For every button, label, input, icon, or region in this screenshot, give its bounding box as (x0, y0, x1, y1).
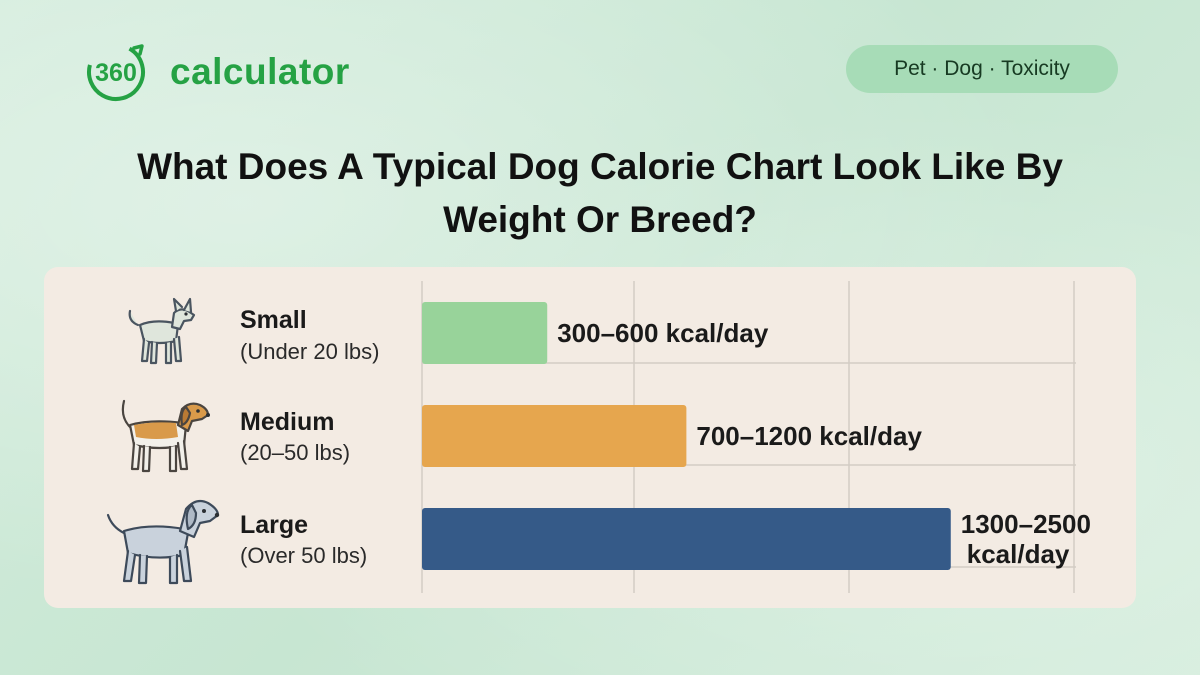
logo-mark-text: 360 (95, 59, 137, 87)
category-label-small: Small (240, 306, 307, 334)
data-label-large: kcal/day (967, 539, 1070, 569)
small-dog-icon (128, 297, 196, 365)
bar-medium (422, 405, 687, 467)
calorie-bar-chart: 300–600 kcal/day 700–1200 kcal/day 1300–25… (421, 281, 1091, 593)
data-label-medium: 700–1200 kcal/day (696, 421, 922, 451)
category-label-large: Large (240, 511, 309, 539)
data-label-large: 1300–2500 (961, 509, 1091, 539)
logo-360-icon: 360 (87, 43, 145, 101)
page-title: What Does A Typical Dog Calorie Chart Lo… (60, 140, 1140, 246)
category-tag-label: Pet · Dog · Toxicity (894, 57, 1070, 80)
category-note-large: (Over 50 lbs) (240, 543, 368, 568)
bar-small (422, 302, 548, 364)
category-tag[interactable]: Pet · Dog · Toxicity (846, 45, 1118, 93)
brand-name: calculator (170, 51, 350, 92)
medium-dog-icon (121, 399, 210, 473)
category-note-small: (Under 20 lbs) (240, 339, 380, 364)
category-note-medium: (20–50 lbs) (240, 440, 351, 465)
page-title-line-1: What Does A Typical Dog Calorie Chart Lo… (137, 146, 1063, 187)
data-label-small: 300–600 kcal/day (557, 318, 769, 348)
chart-card: Small (Under 20 lbs) Medium (20–50 lbs) … (44, 267, 1136, 608)
bar-large (422, 508, 951, 570)
brand-logo[interactable]: 360 calculator (82, 38, 350, 106)
category-label-medium: Medium (240, 408, 335, 436)
large-dog-icon (106, 499, 220, 585)
page-title-line-2: Weight Or Breed? (443, 199, 757, 240)
